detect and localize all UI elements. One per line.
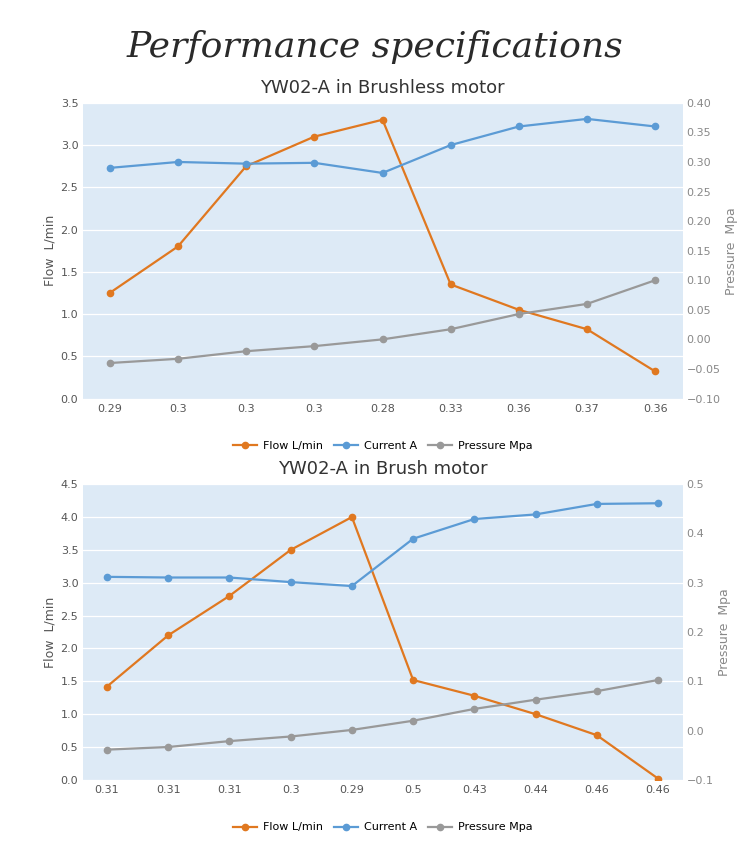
- Current A: [446, 140, 455, 150]
- Current A: [583, 114, 592, 124]
- Current A: [225, 572, 234, 583]
- Current A: [347, 581, 356, 591]
- Flow L/min: [592, 730, 602, 740]
- Flow L/min: [470, 691, 478, 701]
- Y-axis label: Flow  L/min: Flow L/min: [44, 215, 56, 286]
- Line: Flow L/min: Flow L/min: [106, 117, 658, 375]
- Flow L/min: [347, 512, 356, 522]
- Current A: [105, 163, 114, 173]
- Flow L/min: [514, 305, 523, 315]
- Text: Performance specifications: Performance specifications: [127, 30, 623, 64]
- Pressure Mpa: [653, 674, 662, 685]
- Y-axis label: Pressure  Mpa: Pressure Mpa: [718, 588, 730, 676]
- Pressure Mpa: [173, 354, 182, 364]
- Pressure Mpa: [592, 686, 602, 697]
- Line: Current A: Current A: [104, 500, 662, 589]
- Pressure Mpa: [409, 716, 418, 726]
- Current A: [103, 572, 112, 582]
- Flow L/min: [310, 131, 319, 141]
- Flow L/min: [583, 324, 592, 334]
- Pressure Mpa: [514, 309, 523, 319]
- Pressure Mpa: [286, 731, 296, 741]
- Pressure Mpa: [225, 736, 234, 746]
- Flow L/min: [105, 288, 114, 298]
- Current A: [592, 499, 602, 509]
- Y-axis label: Flow  L/min: Flow L/min: [44, 596, 56, 668]
- Pressure Mpa: [651, 275, 660, 285]
- Legend: Flow L/min, Current A, Pressure Mpa: Flow L/min, Current A, Pressure Mpa: [228, 818, 537, 836]
- Flow L/min: [531, 709, 540, 719]
- Flow L/min: [653, 773, 662, 783]
- Pressure Mpa: [347, 725, 356, 735]
- Flow L/min: [409, 674, 418, 685]
- Line: Flow L/min: Flow L/min: [104, 514, 662, 782]
- Flow L/min: [378, 115, 387, 125]
- Legend: Flow L/min, Current A, Pressure Mpa: Flow L/min, Current A, Pressure Mpa: [228, 436, 537, 455]
- Current A: [242, 159, 250, 169]
- Pressure Mpa: [105, 358, 114, 369]
- Current A: [651, 122, 660, 132]
- Current A: [164, 572, 172, 583]
- Pressure Mpa: [583, 299, 592, 309]
- Current A: [514, 122, 523, 132]
- Pressure Mpa: [446, 324, 455, 334]
- Flow L/min: [651, 366, 660, 376]
- Current A: [531, 509, 540, 519]
- Flow L/min: [446, 279, 455, 290]
- Pressure Mpa: [310, 341, 319, 351]
- Pressure Mpa: [242, 346, 250, 357]
- Current A: [409, 534, 418, 544]
- Current A: [653, 498, 662, 508]
- Pressure Mpa: [531, 694, 540, 704]
- Pressure Mpa: [470, 704, 478, 714]
- Flow L/min: [286, 545, 296, 555]
- Flow L/min: [164, 630, 172, 640]
- Flow L/min: [242, 161, 250, 171]
- Current A: [173, 157, 182, 167]
- Pressure Mpa: [378, 334, 387, 345]
- Y-axis label: Pressure  Mpa: Pressure Mpa: [724, 207, 738, 295]
- Line: Pressure Mpa: Pressure Mpa: [106, 277, 658, 366]
- Pressure Mpa: [103, 745, 112, 755]
- Flow L/min: [103, 681, 112, 692]
- Current A: [310, 158, 319, 168]
- Title: YW02-A in Brush motor: YW02-A in Brush motor: [278, 460, 488, 478]
- Flow L/min: [173, 242, 182, 252]
- Current A: [286, 577, 296, 587]
- Flow L/min: [225, 590, 234, 601]
- Line: Current A: Current A: [106, 116, 658, 176]
- Current A: [470, 514, 478, 524]
- Pressure Mpa: [164, 742, 172, 752]
- Title: YW02-A in Brushless motor: YW02-A in Brushless motor: [260, 79, 505, 97]
- Current A: [378, 168, 387, 178]
- Line: Pressure Mpa: Pressure Mpa: [104, 677, 662, 752]
